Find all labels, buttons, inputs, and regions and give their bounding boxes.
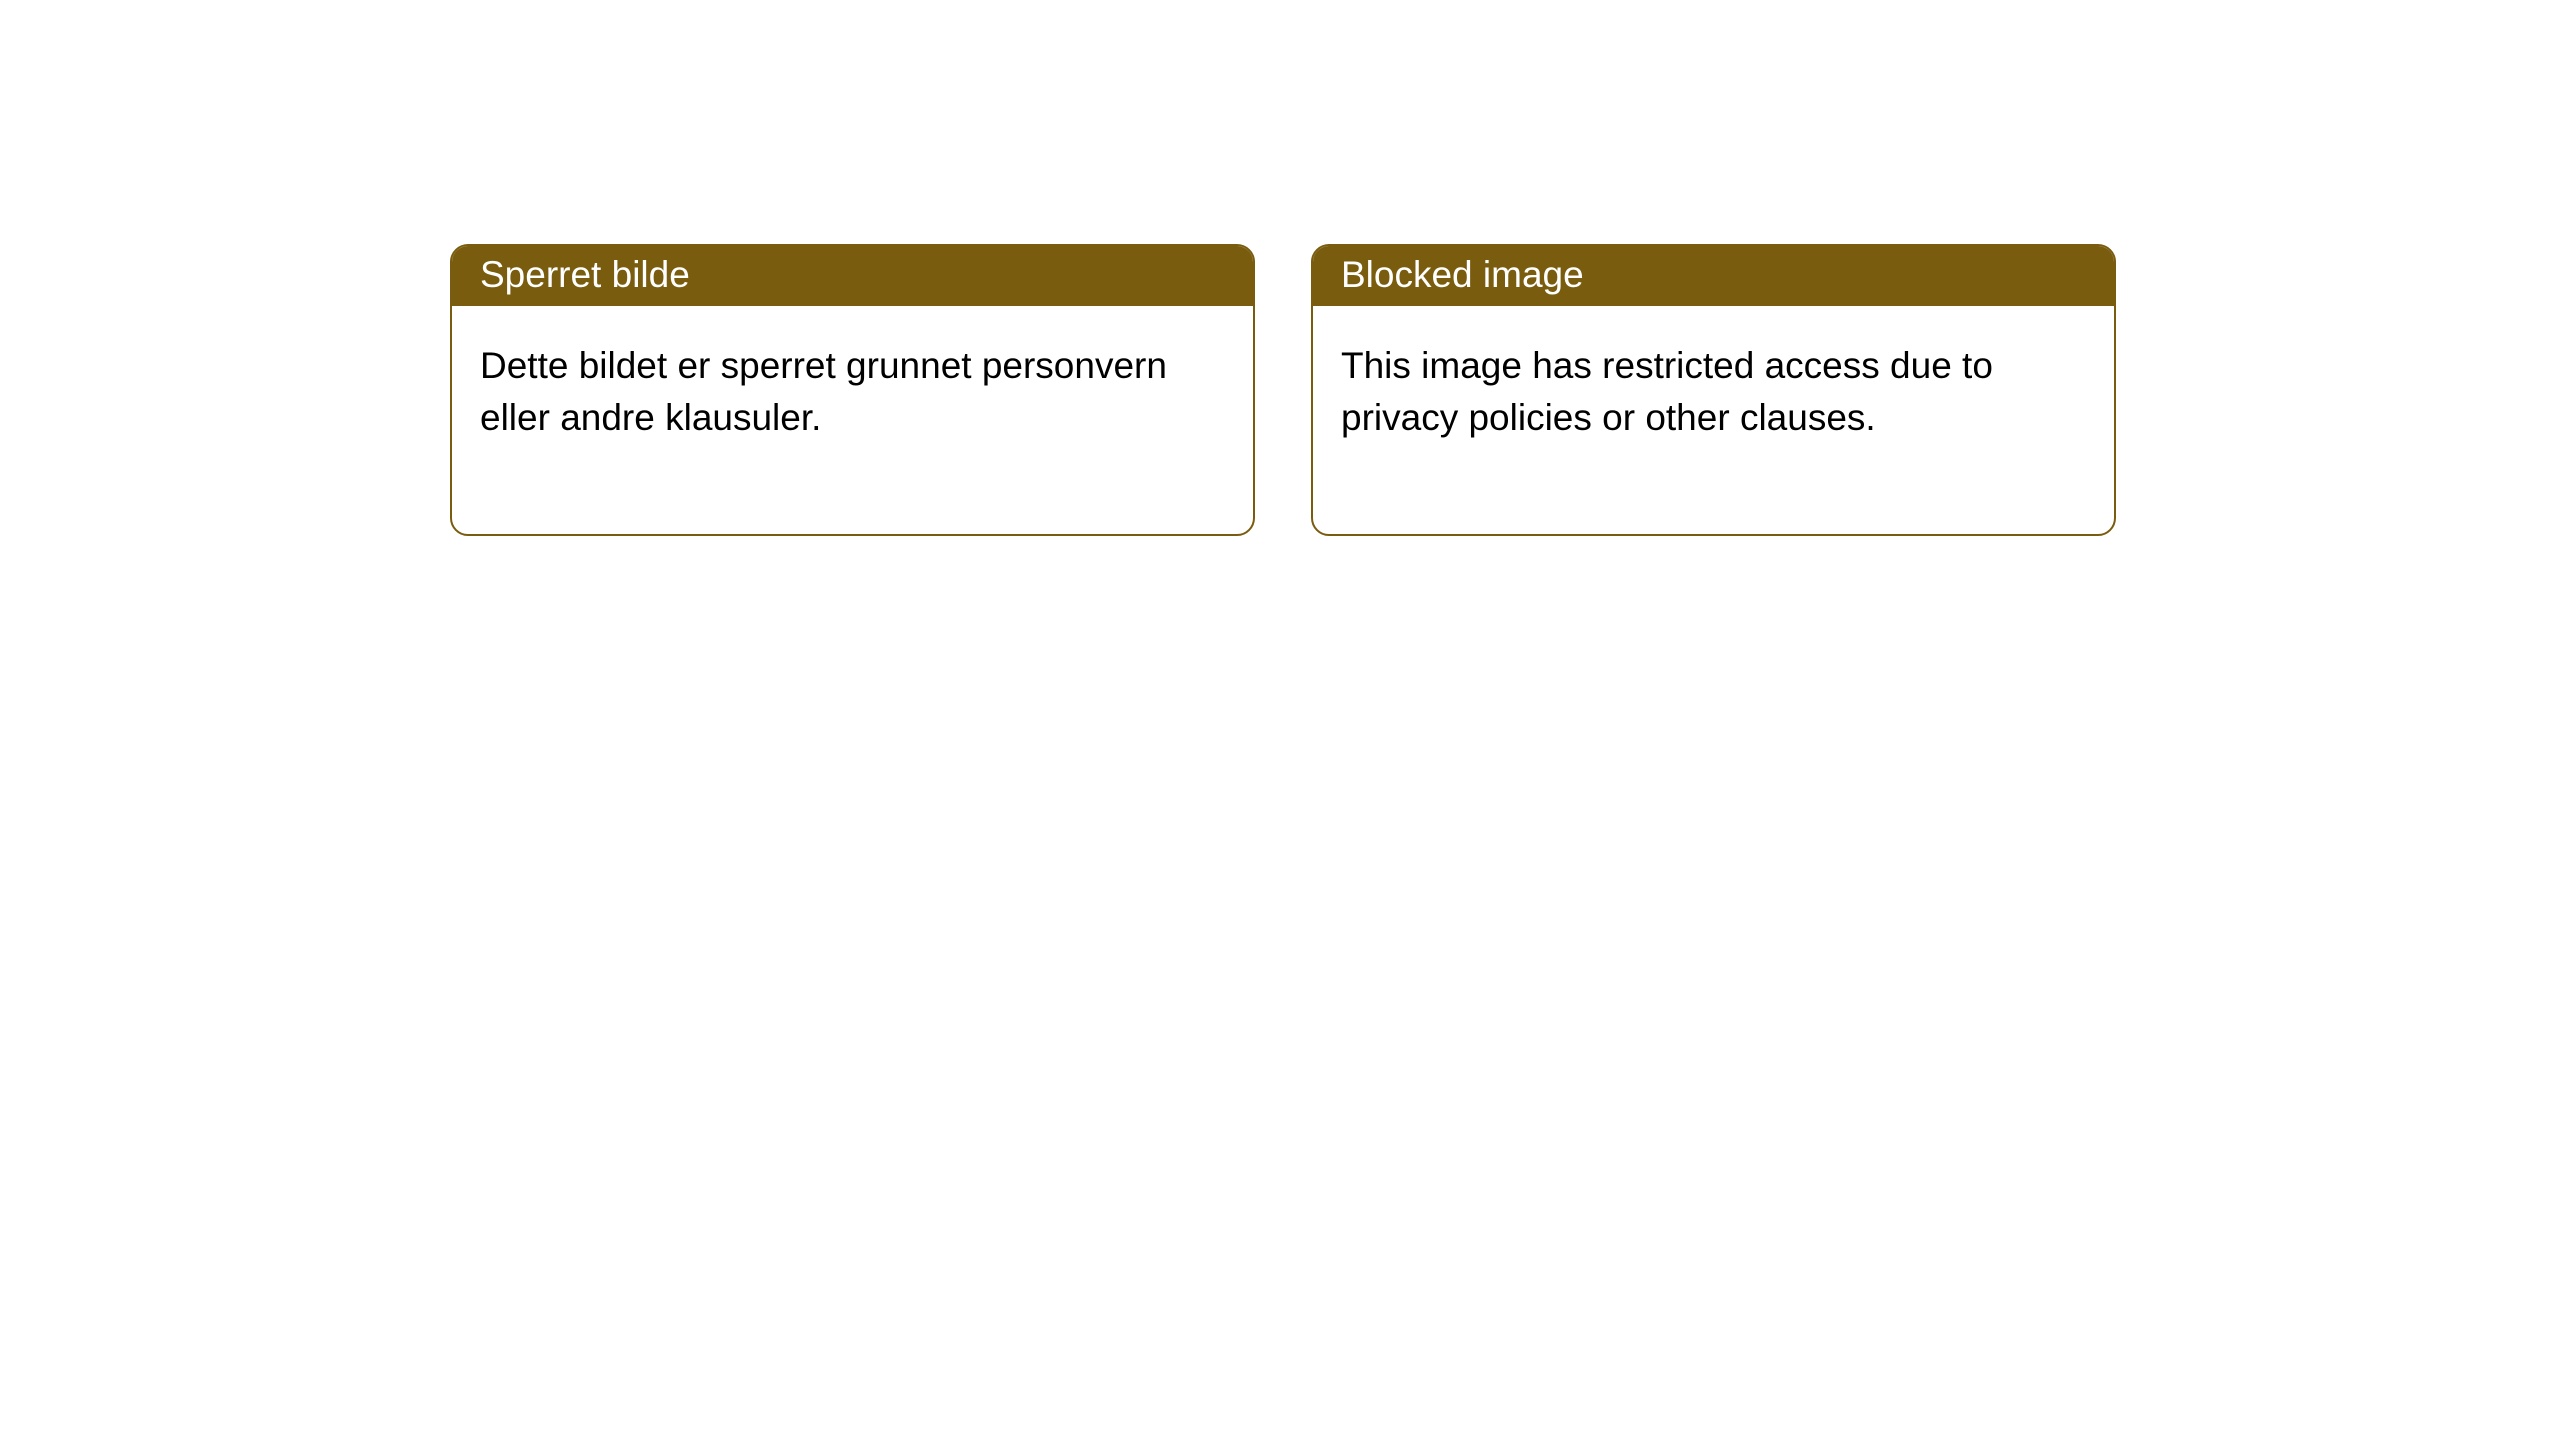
notice-text: Dette bildet er sperret grunnet personve…	[480, 345, 1167, 438]
notice-card-eng: Blocked image This image has restricted …	[1311, 244, 2116, 536]
notice-container: Sperret bilde Dette bildet er sperret gr…	[0, 0, 2560, 536]
notice-text: This image has restricted access due to …	[1341, 345, 1993, 438]
notice-body-nor: Dette bildet er sperret grunnet personve…	[452, 306, 1253, 534]
notice-title: Sperret bilde	[480, 254, 690, 295]
notice-title: Blocked image	[1341, 254, 1584, 295]
notice-header-eng: Blocked image	[1313, 246, 2114, 306]
notice-card-nor: Sperret bilde Dette bildet er sperret gr…	[450, 244, 1255, 536]
notice-header-nor: Sperret bilde	[452, 246, 1253, 306]
notice-body-eng: This image has restricted access due to …	[1313, 306, 2114, 534]
